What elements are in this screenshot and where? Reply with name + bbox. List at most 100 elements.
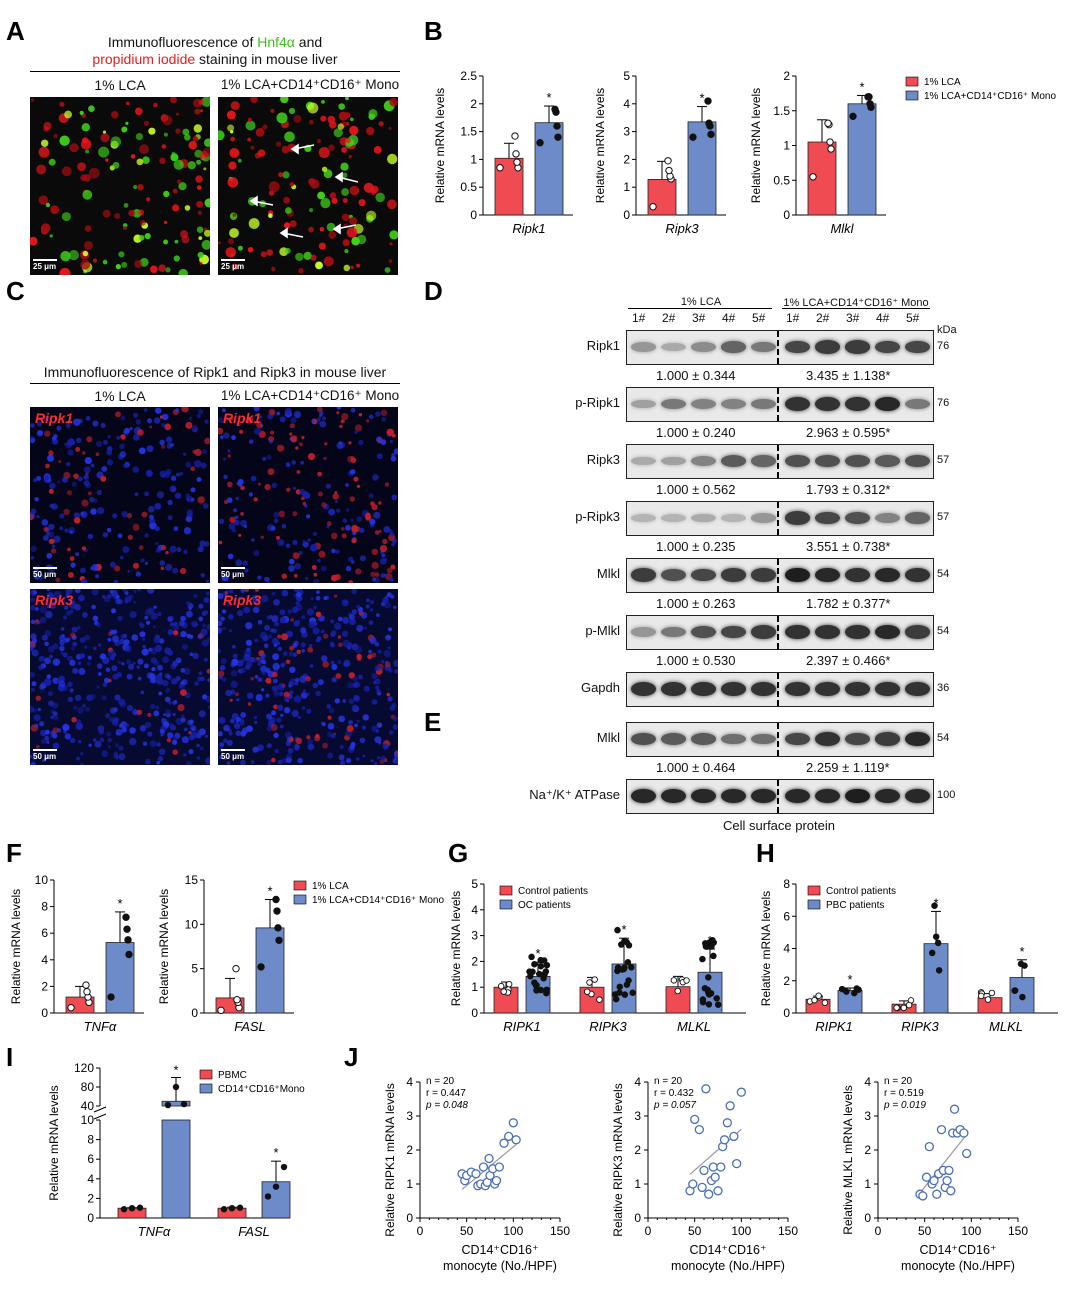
data-point — [554, 133, 562, 141]
blot-band — [815, 340, 840, 354]
cell-nucleus — [158, 691, 162, 695]
cell-nucleus — [164, 673, 170, 679]
cell-nucleus — [220, 616, 225, 621]
cell-nucleus — [59, 645, 65, 652]
cell-nucleus — [84, 225, 92, 232]
cell-nucleus — [149, 677, 156, 684]
cell-nucleus — [41, 634, 48, 641]
data-point — [851, 989, 858, 997]
cell-nucleus — [198, 236, 203, 241]
cell-nucleus — [300, 642, 306, 648]
cell-nucleus — [235, 559, 243, 567]
cell-nucleus — [134, 260, 143, 268]
arrow-icon — [290, 143, 299, 155]
cell-nucleus — [376, 453, 383, 460]
cell-nucleus — [205, 591, 210, 596]
cell-nucleus — [114, 694, 121, 701]
y-tick-label: 4 — [864, 1075, 871, 1089]
cell-nucleus — [256, 656, 260, 660]
data-point — [683, 977, 690, 984]
cell-nucleus — [30, 605, 36, 611]
y-tick-label: 40 — [81, 1099, 95, 1113]
blot-kda-label: 57 — [937, 454, 950, 466]
cell-nucleus — [58, 460, 62, 464]
cell-nucleus — [102, 532, 109, 538]
cell-nucleus — [150, 518, 155, 523]
data-point — [929, 1175, 939, 1186]
panel-a-rule — [30, 71, 400, 72]
cell-nucleus — [230, 670, 238, 677]
cell-nucleus — [230, 718, 235, 724]
cell-nucleus — [30, 761, 36, 765]
blot-band — [905, 568, 930, 582]
cell-nucleus — [193, 593, 198, 599]
cell-nucleus — [88, 743, 92, 747]
cell-nucleus — [254, 638, 259, 643]
lane-label: 3# — [846, 311, 860, 325]
cell-nucleus — [325, 483, 331, 489]
blot-band — [845, 397, 870, 411]
data-point — [511, 132, 519, 140]
cell-nucleus — [111, 608, 116, 614]
cell-nucleus — [185, 515, 193, 523]
cell-nucleus — [266, 760, 272, 765]
cell-nucleus — [331, 630, 337, 636]
cell-nucleus — [368, 620, 374, 625]
data-point — [694, 1124, 704, 1135]
cell-nucleus — [96, 622, 102, 628]
cell-nucleus — [318, 414, 323, 418]
data-point — [713, 995, 720, 1002]
panel-letter-j: J — [344, 1042, 359, 1072]
cell-nucleus — [326, 521, 332, 527]
cell-nucleus — [220, 435, 224, 439]
cell-nucleus — [73, 473, 79, 479]
blot-quant-control: 1.000 ± 0.530 — [656, 653, 736, 668]
blot-group1-rule — [628, 308, 772, 309]
cell-nucleus — [109, 707, 117, 714]
cell-nucleus — [244, 568, 249, 573]
cell-nucleus — [190, 731, 198, 739]
significance-star: * — [1019, 944, 1024, 959]
cell-nucleus — [112, 635, 120, 643]
y-tick-label: 1.5 — [773, 104, 790, 118]
cell-nucleus — [34, 619, 40, 625]
cell-nucleus — [163, 190, 170, 198]
cell-nucleus — [346, 725, 354, 732]
cell-nucleus — [356, 484, 361, 488]
stain-label: Ripk1 — [223, 410, 262, 426]
micrograph-ripk1-mono: Ripk1 50 μm — [218, 407, 398, 583]
cell-nucleus — [112, 629, 118, 635]
stat-p: p = 0.057 — [653, 1100, 696, 1111]
cell-nucleus — [226, 761, 231, 765]
y-tick-label: 15 — [185, 873, 199, 887]
cell-nucleus — [79, 110, 84, 115]
x-axis-label: Ripk1 — [512, 221, 545, 236]
cell-nucleus — [188, 141, 197, 150]
cell-nucleus — [202, 449, 207, 454]
cell-nucleus — [245, 660, 253, 668]
cell-nucleus — [229, 228, 239, 238]
cell-nucleus — [344, 249, 349, 254]
cell-nucleus — [136, 158, 144, 166]
data-point — [843, 988, 850, 995]
cell-nucleus — [52, 735, 57, 739]
cell-nucleus — [205, 579, 210, 583]
cell-nucleus — [238, 533, 242, 537]
cell-nucleus — [121, 511, 128, 518]
cell-nucleus — [279, 724, 284, 729]
y-tick-label: 0 — [87, 1211, 94, 1225]
cell-nucleus — [321, 166, 328, 172]
cell-nucleus — [41, 738, 46, 744]
cell-nucleus — [59, 634, 66, 642]
cell-nucleus — [154, 644, 163, 652]
cell-nucleus — [72, 641, 78, 647]
cell-nucleus — [75, 694, 82, 701]
y-axis-label: Relative MLKL mRNA levels — [841, 1085, 855, 1235]
cell-nucleus — [348, 580, 353, 583]
panel-letter-a: A — [6, 16, 25, 46]
cell-nucleus — [320, 565, 327, 572]
cell-nucleus — [371, 504, 378, 511]
cell-nucleus — [351, 538, 357, 544]
data-point — [670, 977, 678, 984]
cell-nucleus — [90, 463, 95, 468]
